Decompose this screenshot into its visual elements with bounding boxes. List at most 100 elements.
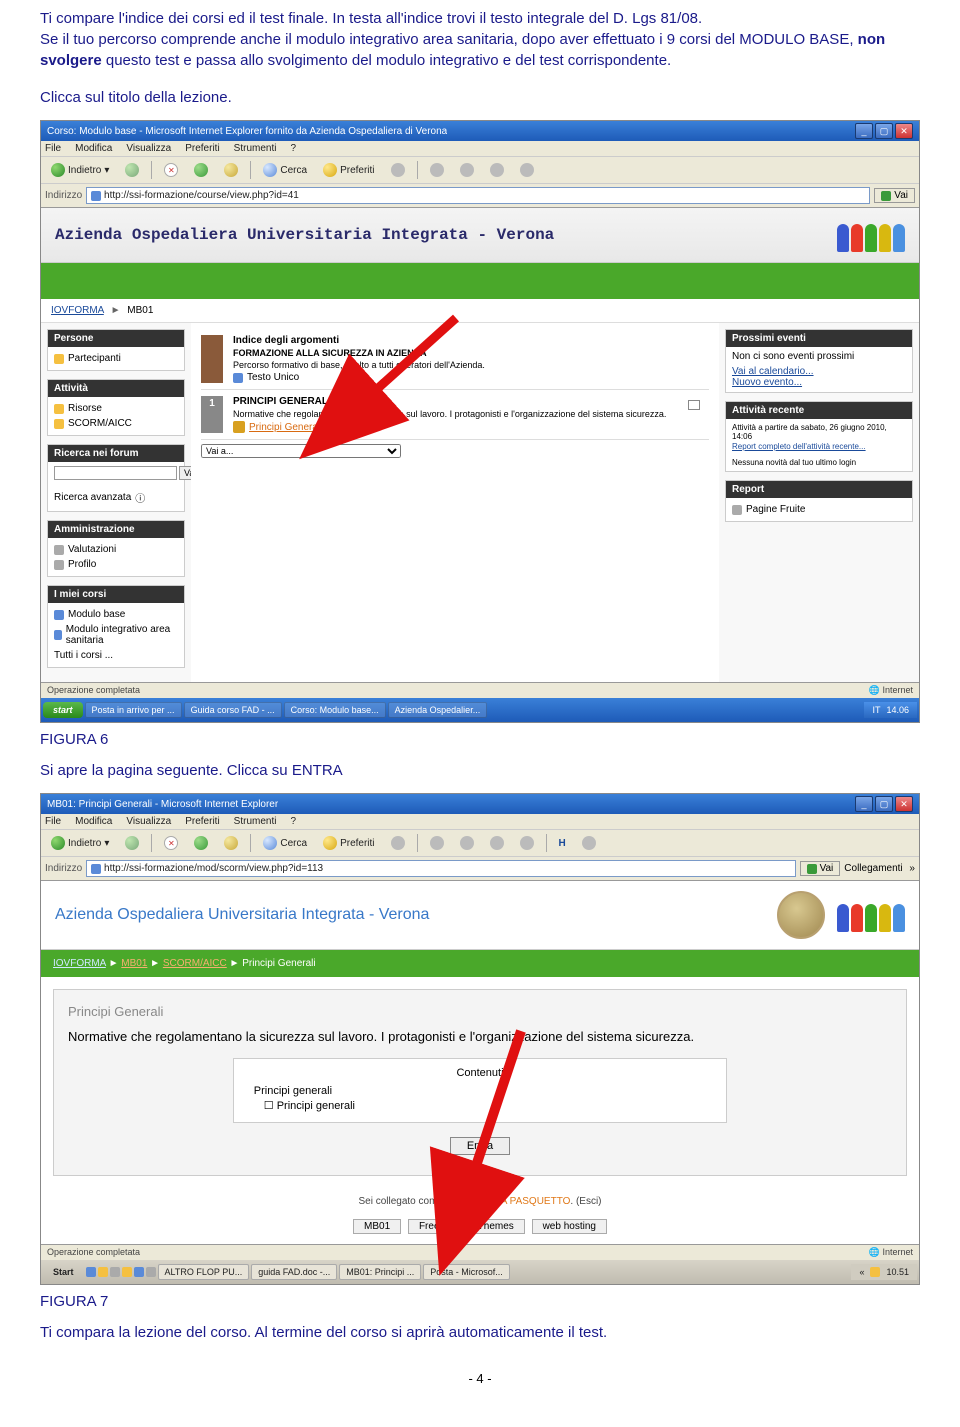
menu-fav[interactable]: Preferiti [185,816,219,827]
refresh-button[interactable] [188,833,214,853]
list-item[interactable]: Modulo integrativo area sanitaria [54,622,178,648]
favorites-button[interactable]: Preferiti [317,833,380,853]
footer-btn[interactable]: Free Moodle Themes [408,1219,525,1234]
ql-icon[interactable] [98,1267,108,1277]
print-button[interactable] [454,833,480,853]
back-button[interactable]: Indietro ▾ [45,833,115,853]
testo-unico-link[interactable]: Testo Unico [233,372,709,383]
entra-button[interactable]: Entra [450,1137,510,1155]
history-button[interactable] [385,833,411,853]
menu-file[interactable]: File [45,816,61,827]
menu-help[interactable]: ? [290,816,296,827]
misc-button[interactable] [484,833,510,853]
menu-help[interactable]: ? [290,143,296,154]
list-item[interactable]: Partecipanti [54,351,178,366]
principi-generali-link[interactable]: Principi Generali [233,421,679,433]
block-header: Attività [48,380,184,397]
tray-icon[interactable] [870,1267,880,1277]
toc-subitem[interactable]: Principi generali [264,1099,714,1112]
address-input[interactable]: http://ssi-formazione/course/view.php?id… [86,187,870,204]
taskbar-item[interactable]: Guida corso FAD - ... [184,702,282,718]
new-event-link[interactable]: Nuovo evento... [732,377,802,388]
breadcrumb-scorm[interactable]: SCORM/AICC [163,958,227,969]
footer-btn[interactable]: web hosting [532,1219,607,1234]
list-item[interactable]: Tutti i corsi ... [54,648,178,663]
ql-icon[interactable] [86,1267,96,1277]
taskbar-item[interactable]: MB01: Principi ... [339,1264,421,1280]
calendar-link[interactable]: Vai al calendario... [732,366,814,377]
list-item[interactable]: Ricerca avanzata ⓘ [54,488,178,507]
home-button[interactable] [218,160,244,180]
forum-search-input[interactable] [54,466,177,480]
ql-icon[interactable] [110,1267,120,1277]
menu-file[interactable]: File [45,143,61,154]
menu-view[interactable]: Visualizza [126,143,171,154]
list-item[interactable]: Valutazioni [54,542,178,557]
tray-icon[interactable]: « [859,1267,864,1277]
logged-in-post[interactable]: . (Esci) [570,1196,601,1207]
taskbar-item[interactable]: Posta in arrivo per ... [85,702,182,718]
list-item[interactable]: Pagine Fruite [732,502,906,517]
list-item[interactable]: Risorse [54,401,178,416]
misc-button[interactable] [576,833,602,853]
history-button[interactable] [385,160,411,180]
start-button[interactable]: start [43,702,83,718]
breadcrumb-course[interactable]: MB01 [121,958,147,969]
taskbar-item[interactable]: Posta - Microsof... [423,1264,510,1280]
maximize-button[interactable]: ▢ [875,796,893,812]
maximize-button[interactable]: ▢ [875,123,893,139]
minimize-button[interactable]: _ [855,123,873,139]
go-button[interactable]: Vai [800,861,841,876]
footer-btn[interactable]: MB01 [353,1219,401,1234]
mail-button[interactable] [424,160,450,180]
menu-tools[interactable]: Strumenti [234,143,277,154]
forward-button[interactable] [119,160,145,180]
full-report-link[interactable]: Report completo dell'attività recente... [732,442,866,451]
misc-button[interactable] [514,833,540,853]
breadcrumb-root[interactable]: IOVFORMA [53,958,106,969]
list-item[interactable]: Modulo base [54,607,178,622]
checkbox-icon[interactable] [688,400,700,410]
links-label[interactable]: Collegamenti [844,863,902,874]
taskbar-item[interactable]: ALTRO FLOP PU... [158,1264,250,1280]
breadcrumb-root[interactable]: IOVFORMA [51,305,104,316]
menu-fav[interactable]: Preferiti [185,143,219,154]
list-item[interactable]: Profilo [54,557,178,572]
address-input[interactable]: http://ssi-formazione/mod/scorm/view.php… [86,860,795,877]
close-button[interactable]: ✕ [895,796,913,812]
start-button[interactable]: Start [43,1264,84,1280]
taskbar-item[interactable]: Corso: Modulo base... [284,702,386,718]
menu-tools[interactable]: Strumenti [234,816,277,827]
menu-edit[interactable]: Modifica [75,816,112,827]
misc-button[interactable]: H [553,835,572,852]
jump-to-select[interactable]: Vai a... [201,444,401,458]
package-icon [233,421,245,433]
taskbar-item[interactable]: Azienda Ospedalier... [388,702,488,718]
print-button[interactable] [454,160,480,180]
refresh-button[interactable] [188,160,214,180]
stop-button[interactable] [158,160,184,180]
forward-button[interactable] [119,833,145,853]
edit-button[interactable] [484,160,510,180]
menu-view[interactable]: Visualizza [126,816,171,827]
minimize-button[interactable]: _ [855,796,873,812]
menu-edit[interactable]: Modifica [75,143,112,154]
lang-indicator[interactable]: IT [872,705,880,715]
go-button[interactable]: Vai [874,188,915,203]
close-button[interactable]: ✕ [895,123,913,139]
ql-icon[interactable] [146,1267,156,1277]
content-box: Principi Generali Normative che regolame… [53,989,907,1176]
stop-button[interactable] [158,833,184,853]
messenger-button[interactable] [514,160,540,180]
ql-icon[interactable] [122,1267,132,1277]
taskbar-item[interactable]: guida FAD.doc -... [251,1264,337,1280]
home-button[interactable] [218,833,244,853]
favorites-button[interactable]: Preferiti [317,160,380,180]
list-item[interactable]: SCORM/AICC [54,416,178,431]
block-eventi: Prossimi eventi Non ci sono eventi pross… [725,329,913,393]
ql-icon[interactable] [134,1267,144,1277]
mail-button[interactable] [424,833,450,853]
search-button[interactable]: Cerca [257,160,313,180]
back-button[interactable]: Indietro ▾ [45,160,115,180]
search-button[interactable]: Cerca [257,833,313,853]
